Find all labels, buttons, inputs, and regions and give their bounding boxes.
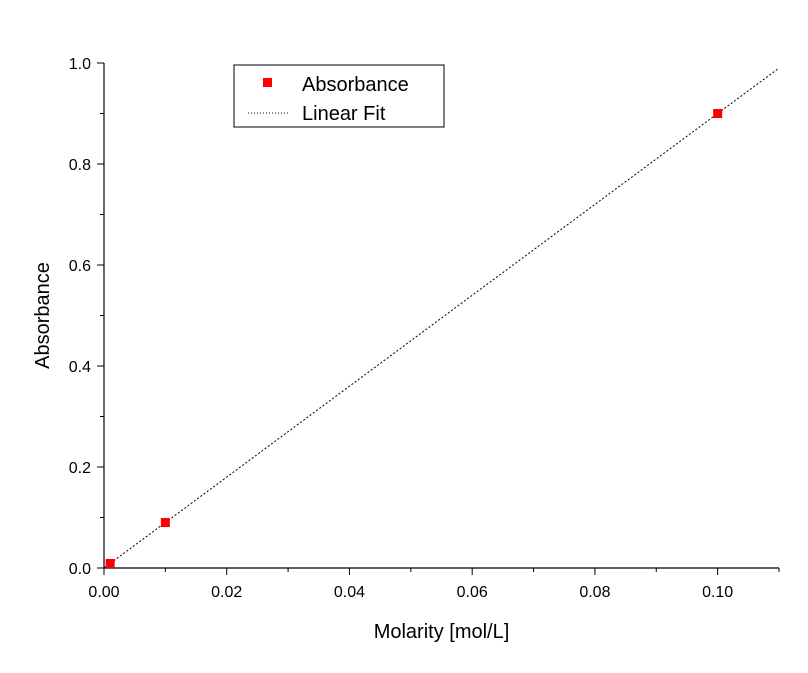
y-axis-title: Absorbance: [32, 262, 54, 369]
linear-fit-layer: [103, 67, 780, 569]
x-tick-label: 0.02: [211, 584, 242, 601]
x-tick-label: 0.04: [334, 584, 365, 601]
x-tick-label: 0.06: [457, 584, 488, 601]
y-tick-label: 0.6: [69, 258, 91, 275]
linear-fit-line: [103, 67, 780, 569]
legend-marker-absorbance: [263, 78, 272, 87]
axis-labels: Molarity [mol/L] Absorbance: [32, 262, 509, 643]
x-tick-label: 0.00: [88, 584, 119, 601]
legend-label-linear-fit: Linear Fit: [302, 103, 386, 125]
data-point: [713, 109, 723, 118]
x-tick-label: 0.10: [702, 584, 733, 601]
axes: 0.00 0.02 0.04 0.06 0.08 0.10 0.0 0.2 0.4 0.6 0.8 1…: [69, 56, 780, 601]
data-point: [105, 558, 115, 568]
x-axis-title: Molarity [mol/L]: [374, 621, 510, 643]
legend: Absorbance Linear Fit: [233, 64, 445, 128]
legend-label-absorbance: Absorbance: [302, 74, 409, 96]
y-tick-label: 0.8: [69, 157, 91, 174]
y-tick-label: 0.0: [69, 561, 91, 578]
y-tick-label: 0.2: [69, 460, 91, 477]
x-tick-label: 0.08: [579, 584, 610, 601]
data-point: [160, 518, 170, 528]
y-tick-label: 0.4: [69, 359, 91, 376]
y-tick-label: 1.0: [69, 56, 91, 73]
legend-box: [233, 64, 445, 128]
data-points-layer: [105, 109, 723, 568]
